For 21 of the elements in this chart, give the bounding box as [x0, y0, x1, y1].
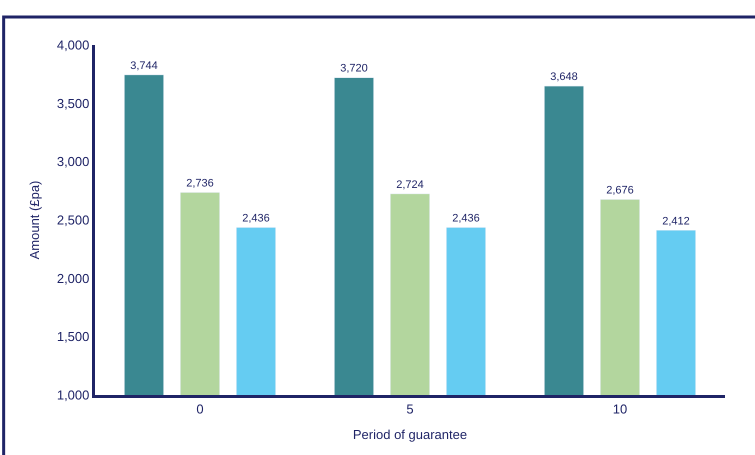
y-tick-label: 1,000 [56, 388, 90, 403]
x-tick-label: 10 [612, 402, 628, 417]
data-label: 3,648 [550, 71, 578, 84]
data-label: 2,436 [242, 212, 270, 224]
y-tick-label: 2,000 [56, 270, 90, 286]
data-label: 2,736 [186, 177, 214, 190]
data-label: 2,676 [606, 184, 634, 196]
y-tick-label: 1,500 [56, 329, 90, 344]
y-tick-label: 2,500 [56, 212, 90, 228]
x-tick-label: 0 [196, 402, 204, 417]
data-label: 2,724 [396, 178, 424, 191]
x-tick-label: 5 [406, 402, 414, 417]
data-label: 3,720 [340, 62, 368, 75]
data-label: 2,412 [662, 215, 690, 228]
x-axis-title: Period of guarantee [352, 427, 468, 442]
y-tick-label: 3,000 [56, 154, 90, 170]
data-label: 3,744 [130, 60, 158, 72]
y-tick-label: 3,500 [56, 96, 90, 111]
y-axis-title: Amount (£pa) [26, 180, 42, 260]
y-tick-label: 4,000 [56, 38, 90, 53]
data-label: 2,436 [452, 212, 480, 224]
